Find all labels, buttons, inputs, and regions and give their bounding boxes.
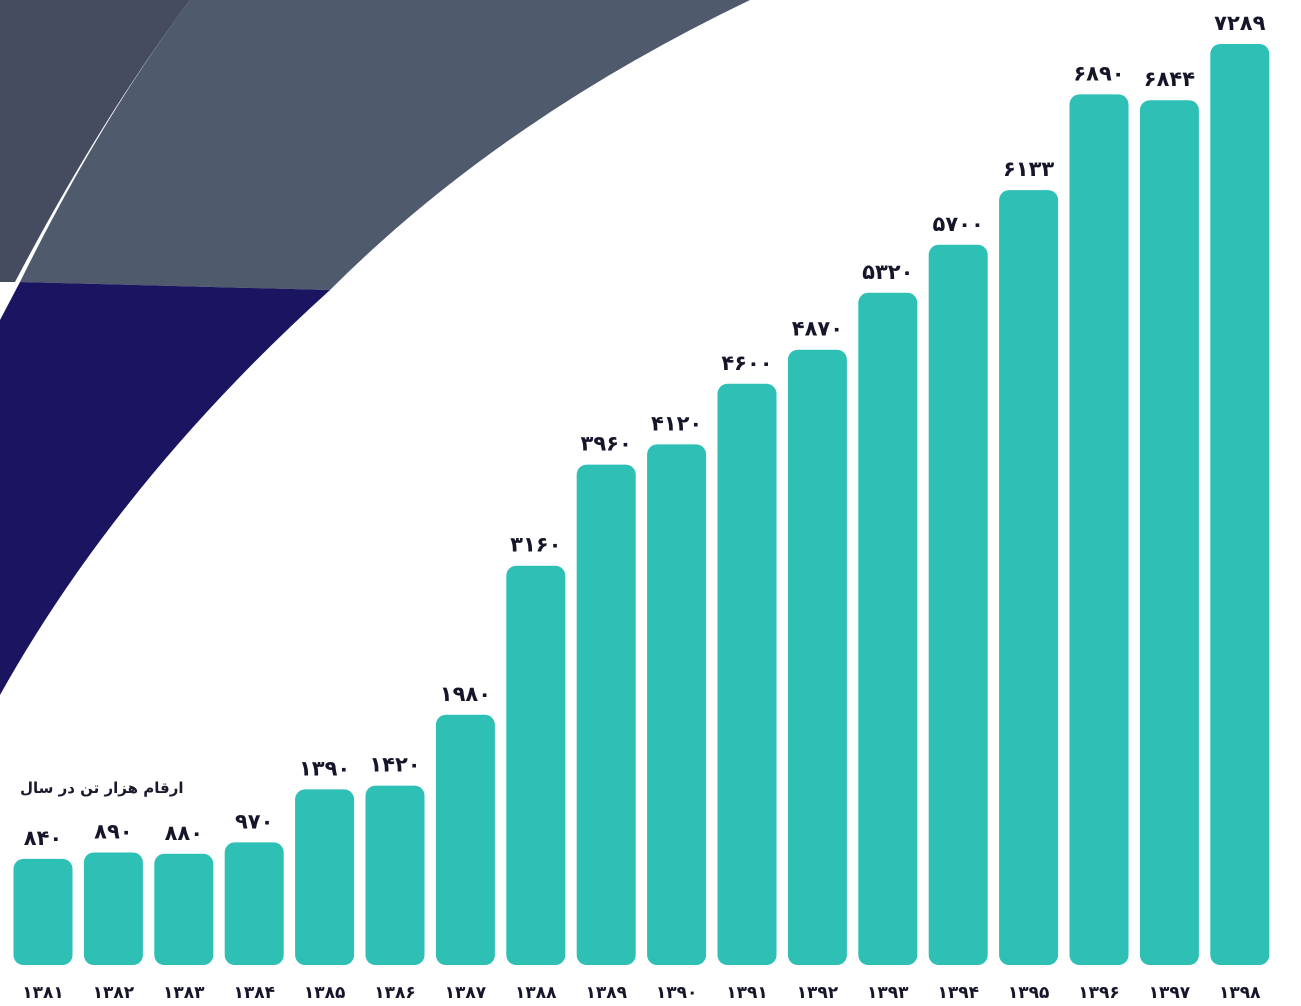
value-label: ۸۸۰ [165, 821, 203, 845]
year-labels-group: ۱۳۸۱ ۱۳۸۲ ۱۳۸۳ ۱۳۸۴ ۱۳۸۵ ۱۳۸۶ ۱۳۸۷ ۱۳۸۸ ۱۳۸۹ ۱۳۹۰… [22, 983, 1261, 1003]
value-label: ۳۱۶۰ [510, 533, 561, 557]
year-label: ۱۳۹۸ [1219, 983, 1261, 1003]
value-label: ۶۱۳۳ [1003, 157, 1054, 181]
value-label: ۵۳۲۰ [862, 260, 913, 284]
value-label: ۱۹۸۰ [440, 682, 491, 706]
value-labels-group: ۸۴۰ ۸۹۰ ۸۸۰ ۹۷۰ ۱۳۹۰ ۱۴۲۰ ۱۹۸۰ ۳۱۶۰ ۳۹۶۰ ۴۱۲۰ ۴۶۰۰… [24, 11, 1266, 850]
bar-8 [506, 565, 566, 965]
bar-10 [647, 444, 707, 965]
bar-16 [1069, 94, 1129, 965]
bar-18 [1210, 44, 1270, 965]
bar-13 [858, 292, 918, 965]
year-label: ۱۳۸۶ [374, 983, 416, 1003]
bar-11 [717, 383, 777, 965]
value-label: ۷۲۸۹ [1214, 11, 1265, 35]
value-label: ۴۱۲۰ [651, 411, 702, 435]
year-label: ۱۳۹۱ [726, 983, 768, 1003]
bar-14 [928, 244, 988, 966]
bar-2 [83, 852, 143, 965]
bar-15 [999, 190, 1059, 966]
year-label: ۱۳۸۸ [515, 983, 557, 1003]
bar-9 [576, 464, 636, 965]
year-label: ۱۳۹۲ [797, 983, 839, 1003]
value-label: ۸۴۰ [24, 826, 62, 850]
value-label: ۱۴۲۰ [369, 753, 420, 777]
bar-4 [224, 842, 284, 965]
bar-6 [365, 785, 425, 965]
year-label: ۱۳۹۷ [1149, 983, 1191, 1003]
bars-group [13, 44, 1270, 966]
year-label: ۱۳۹۳ [867, 983, 909, 1003]
bar-7 [435, 714, 495, 965]
unit-note: ارقام هزار تن در سال [20, 779, 184, 797]
bar-3 [154, 853, 214, 965]
year-label: ۱۳۸۲ [93, 983, 135, 1003]
year-label: ۱۳۸۴ [233, 983, 275, 1003]
year-label: ۱۳۸۵ [304, 983, 346, 1003]
background-navy-band [0, 282, 330, 695]
year-label: ۱۳۹۰ [656, 983, 698, 1003]
background-slate-band [20, 0, 750, 290]
value-label: ۵۷۰۰ [933, 212, 984, 236]
background-dark-band [0, 0, 190, 282]
value-label: ۴۶۰۰ [721, 351, 772, 375]
year-label: ۱۳۸۹ [585, 983, 627, 1003]
value-label: ۴۸۷۰ [792, 317, 843, 341]
value-label: ۶۸۴۴ [1144, 67, 1195, 91]
year-label: ۱۳۹۶ [1078, 983, 1120, 1003]
value-label: ۹۷۰ [235, 809, 273, 833]
value-label: ۱۳۹۰ [299, 756, 350, 780]
year-label: ۱۳۸۱ [22, 983, 64, 1003]
bar-12 [787, 349, 847, 965]
bar-17 [1139, 100, 1199, 965]
value-label: ۸۹۰ [94, 820, 132, 844]
bar-5 [295, 789, 355, 965]
value-label: ۶۸۹۰ [1073, 61, 1124, 85]
bar-1 [13, 858, 73, 965]
value-label: ۳۹۶۰ [581, 432, 632, 456]
year-label: ۱۳۹۵ [1008, 983, 1050, 1003]
year-label: ۱۳۸۳ [163, 983, 205, 1003]
year-label: ۱۳۸۷ [445, 983, 487, 1003]
year-label: ۱۳۹۴ [937, 983, 979, 1003]
